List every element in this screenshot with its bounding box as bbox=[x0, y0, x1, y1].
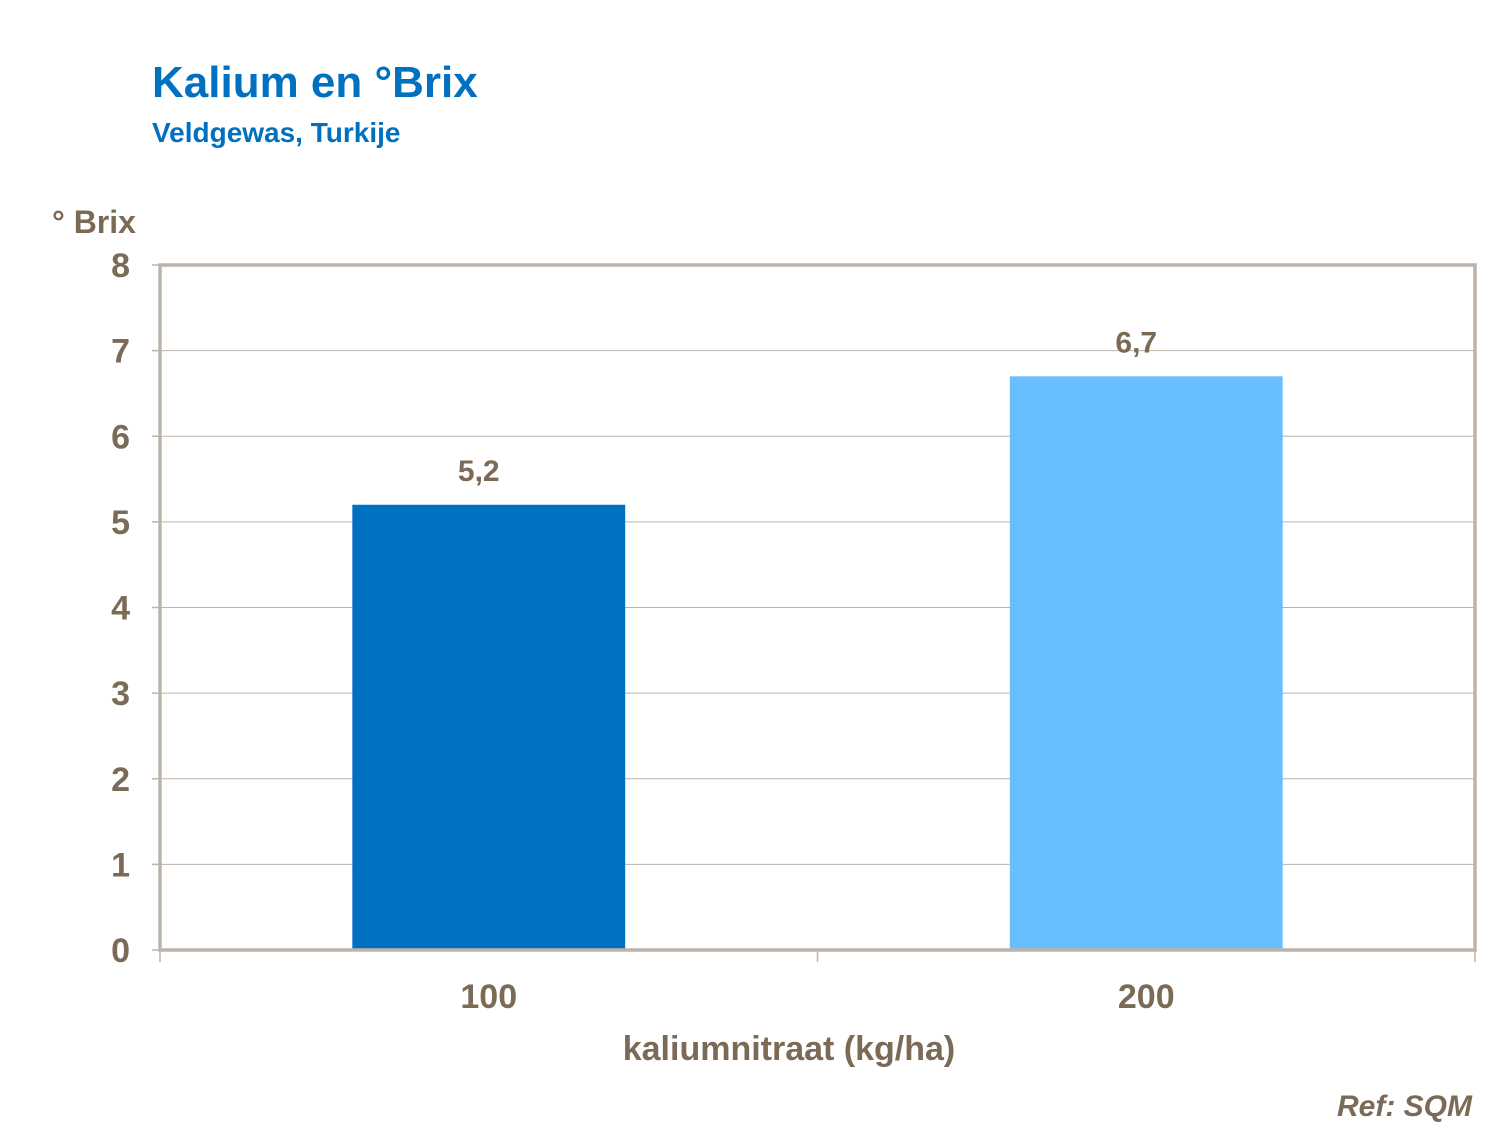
x-tick-label: 100 bbox=[460, 978, 517, 1016]
data-label: 5,2 bbox=[458, 455, 500, 488]
y-ticks: 0 1 2 3 4 5 6 7 8 bbox=[111, 247, 160, 970]
y-tick-label: 1 bbox=[111, 846, 130, 884]
y-tick-label: 4 bbox=[111, 590, 130, 628]
chart-title: Kalium en °Brix bbox=[152, 58, 478, 107]
y-axis-label: ° Brix bbox=[52, 204, 136, 240]
data-label: 6,7 bbox=[1115, 326, 1157, 359]
x-axis-label: kaliumnitraat (kg/ha) bbox=[623, 1030, 956, 1068]
chart-subtitle: Veldgewas, Turkije bbox=[152, 117, 401, 148]
y-tick-label: 2 bbox=[111, 761, 130, 799]
y-tick-label: 6 bbox=[111, 418, 130, 456]
bar-200 bbox=[1009, 376, 1283, 950]
x-ticks: 100 200 bbox=[159, 950, 1476, 1016]
bar-100 bbox=[352, 504, 626, 950]
bars bbox=[352, 376, 1283, 950]
data-labels: 5,2 6,7 bbox=[458, 326, 1157, 487]
reference-note: Ref: SQM bbox=[1337, 1090, 1472, 1123]
y-tick-label: 8 bbox=[111, 247, 130, 285]
y-tick-label: 0 bbox=[111, 932, 130, 970]
y-tick-label: 5 bbox=[111, 504, 130, 542]
x-tick-label: 200 bbox=[1118, 978, 1175, 1016]
y-tick-label: 7 bbox=[111, 333, 130, 371]
y-tick-label: 3 bbox=[111, 675, 130, 713]
